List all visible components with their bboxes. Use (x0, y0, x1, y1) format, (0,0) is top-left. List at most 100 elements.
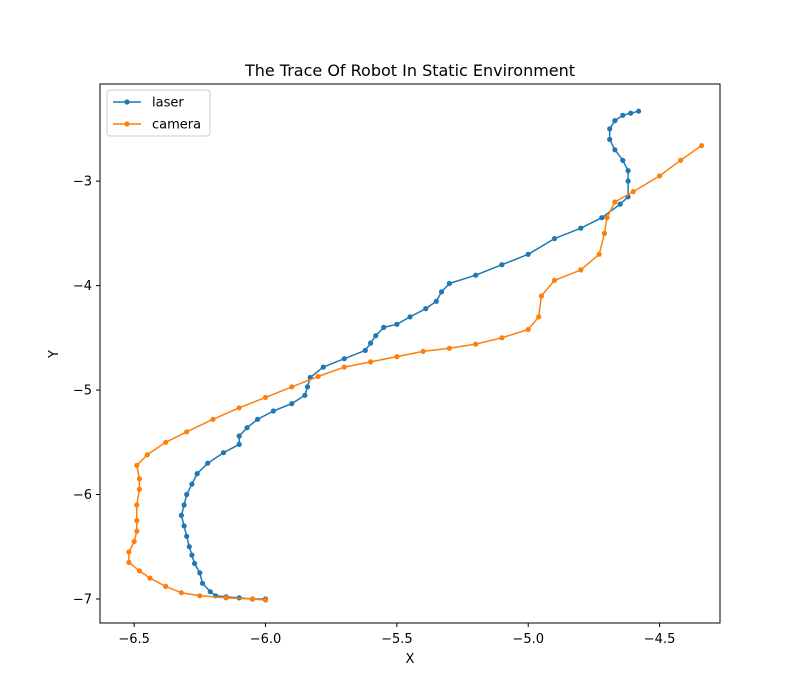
data-point-camera (262, 597, 269, 603)
data-point-laser (612, 118, 618, 124)
data-point-camera (525, 326, 531, 333)
data-point-camera (236, 405, 242, 411)
data-point-laser (194, 471, 200, 477)
data-point-laser (205, 460, 211, 466)
data-point-camera (163, 439, 169, 445)
data-point-camera (368, 359, 374, 365)
data-point-camera (178, 590, 184, 596)
y-tick-label: −4 (73, 279, 92, 294)
data-point-laser (220, 450, 227, 456)
x-tick-label: −5.0 (512, 632, 544, 647)
data-point-laser (320, 364, 326, 370)
data-point-laser (620, 112, 626, 118)
data-point-camera (315, 373, 321, 380)
data-point-camera (578, 267, 584, 273)
data-point-laser (255, 416, 261, 422)
data-point-laser (551, 236, 558, 242)
data-point-laser (407, 314, 413, 320)
data-point-camera (184, 429, 190, 435)
x-tick-label: −6.5 (118, 632, 150, 647)
data-point-camera (551, 277, 558, 283)
x-tick-label: −5.5 (381, 632, 413, 647)
data-point-laser (373, 333, 379, 339)
data-point-laser (423, 306, 429, 312)
legend-label-camera: camera (152, 118, 201, 133)
data-point-laser (178, 512, 184, 519)
data-point-laser (181, 502, 187, 508)
data-point-laser (438, 289, 445, 295)
data-point-laser (181, 523, 187, 529)
data-point-camera (473, 341, 479, 347)
data-point-camera (131, 538, 137, 545)
data-point-camera (538, 293, 545, 299)
data-point-laser (184, 491, 190, 498)
data-point-laser (270, 408, 276, 414)
data-point-camera (197, 593, 203, 599)
series-line-camera (128, 144, 703, 601)
data-point-laser (620, 157, 626, 163)
data-point-camera (134, 528, 140, 534)
data-point-laser (207, 589, 213, 595)
data-point-laser (189, 481, 195, 487)
data-point-camera (136, 476, 142, 482)
plot-frame (99, 83, 721, 624)
data-point-laser (473, 272, 479, 278)
data-point-laser (625, 178, 631, 184)
x-tick-label: −6.0 (250, 632, 282, 647)
data-point-camera (126, 549, 132, 555)
plot-area (126, 108, 705, 603)
data-point-laser (189, 552, 195, 558)
data-point-laser (199, 580, 206, 586)
data-point-camera (657, 173, 663, 179)
data-point-laser (625, 168, 631, 174)
data-point-laser (628, 110, 634, 116)
data-point-camera (601, 230, 608, 236)
data-point-laser (236, 433, 242, 439)
data-point-camera (699, 143, 705, 149)
data-point-laser (236, 441, 242, 447)
data-point-laser (599, 215, 605, 221)
data-point-laser (394, 321, 400, 327)
data-point-camera (210, 416, 216, 422)
data-point-laser (362, 347, 368, 353)
data-point-laser (433, 298, 439, 304)
data-point-laser (244, 425, 250, 431)
data-point-camera (223, 595, 229, 601)
data-point-camera (136, 568, 142, 574)
data-point-camera (134, 518, 140, 524)
data-point-camera (144, 452, 150, 458)
data-point-camera (289, 384, 295, 390)
data-point-camera (596, 251, 602, 257)
y-tick-label: −3 (73, 175, 92, 190)
x-tick-label: −4.5 (644, 632, 676, 647)
data-point-camera (678, 157, 684, 163)
data-point-laser (607, 136, 613, 142)
data-point-laser (304, 384, 311, 390)
y-axis: −7 −6 −5 −4 −3 (73, 175, 100, 607)
data-point-camera (499, 335, 505, 341)
data-point-laser (446, 280, 452, 287)
y-tick-label: −7 (73, 592, 92, 607)
series-camera (126, 143, 705, 603)
x-axis-label: X (406, 652, 415, 667)
data-point-laser (525, 251, 531, 257)
y-axis-label: Y (47, 350, 62, 359)
data-point-laser (197, 570, 203, 576)
legend-label-laser: laser (152, 96, 184, 111)
legend: laser camera (106, 89, 211, 137)
data-point-camera (630, 189, 636, 195)
data-point-laser (302, 392, 308, 398)
data-point-laser (636, 108, 642, 114)
chart-title: The Trace Of Robot In Static Environment (244, 61, 575, 80)
data-point-camera (341, 364, 347, 370)
legend-marker-laser (124, 99, 130, 105)
data-point-camera (446, 345, 452, 351)
data-point-camera (612, 199, 618, 205)
data-point-laser (192, 560, 198, 567)
data-point-laser (381, 324, 387, 330)
data-point-laser (617, 201, 623, 207)
data-point-camera (163, 583, 169, 590)
data-point-laser (184, 533, 190, 539)
